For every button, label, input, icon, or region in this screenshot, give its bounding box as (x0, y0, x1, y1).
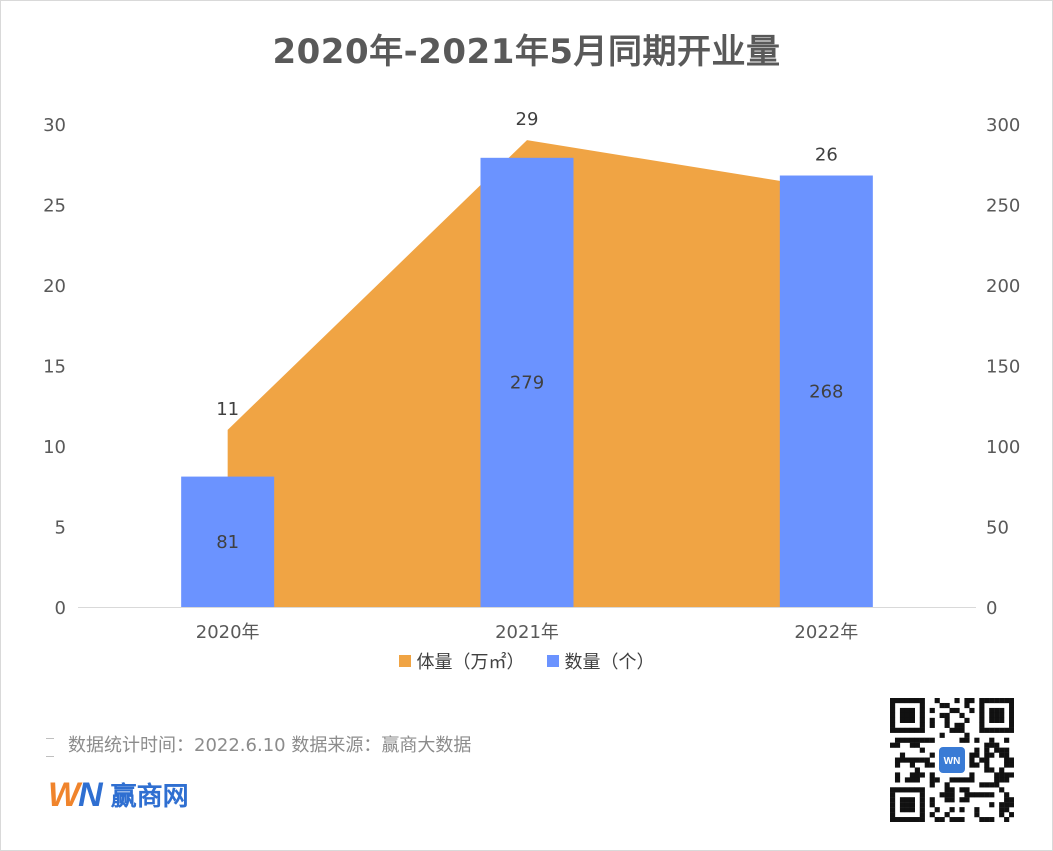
area-data-label: 26 (815, 145, 838, 166)
qr-badge-label: WN (944, 756, 961, 767)
y-left-tick-label: 20 (43, 276, 66, 297)
y-right-tick-label: 300 (986, 115, 1020, 136)
legend-swatch-bar (546, 655, 559, 667)
legend-item-area[interactable]: 体量（万㎡） (398, 648, 525, 674)
area-data-label: 29 (516, 109, 539, 130)
area-data-label: 11 (216, 399, 239, 420)
brand[interactable]: WN 赢商网 (48, 776, 189, 813)
winshang-logo-icon: WN (48, 775, 103, 814)
y-left-tick-label: 15 (43, 357, 66, 378)
legend-label-bar: 数量（个） (564, 652, 655, 673)
x-tick-label: 2020年 (196, 622, 260, 643)
footer-divider-lower (46, 756, 54, 757)
y-left-tick-label: 0 (55, 598, 66, 619)
x-tick-label: 2022年 (794, 622, 858, 643)
legend: 体量（万㎡） 数量（个） (0, 648, 1053, 674)
brand-name: 赢商网 (110, 782, 189, 812)
y-right-tick-label: 100 (986, 437, 1020, 458)
y-right-tick-label: 200 (986, 276, 1020, 297)
y-left-tick-label: 10 (43, 437, 66, 458)
footer-divider (46, 738, 54, 739)
chart-title: 2020年-2021年5月同期开业量 (272, 32, 781, 72)
legend-label-area: 体量（万㎡） (416, 652, 525, 673)
qr-code-icon[interactable]: WN (890, 698, 1014, 822)
bar-1 (480, 157, 574, 607)
y-left-tick-label: 5 (55, 518, 66, 539)
bar-0 (181, 476, 275, 607)
bar-data-label: 81 (216, 532, 239, 553)
bar-2 (779, 175, 873, 607)
qr-badge-icon (939, 747, 965, 773)
y-right-tick-label: 50 (986, 518, 1009, 539)
bar-data-label: 279 (510, 372, 544, 393)
x-tick-label: 2021年 (495, 622, 559, 643)
y-left-tick-label: 30 (43, 115, 66, 136)
y-right-tick-label: 150 (986, 357, 1020, 378)
legend-swatch-area (398, 655, 411, 667)
footer-source-note: 数据统计时间：2022.6.10 数据来源：赢商大数据 (68, 735, 472, 756)
bar-data-label: 268 (809, 381, 843, 402)
y-left-tick-label: 25 (43, 196, 66, 217)
y-right-tick-label: 250 (986, 196, 1020, 217)
y-right-tick-label: 0 (986, 598, 997, 619)
legend-item-bar[interactable]: 数量（个） (546, 648, 655, 674)
